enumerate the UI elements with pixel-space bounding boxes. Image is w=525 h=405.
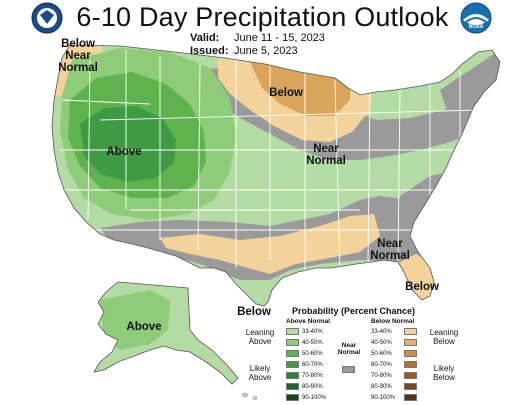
legend-likely-below: Likely Below — [433, 364, 455, 382]
legend-below-bin-label: 80-90% — [371, 383, 392, 390]
conus-outlook-regions — [52, 45, 500, 306]
label-below-florida: Below — [405, 281, 439, 293]
legend-near-swatch — [342, 366, 355, 373]
doc-logo-icon — [31, 2, 63, 34]
legend-above-bin-label: 90-100% — [302, 394, 327, 401]
label-above-west: Above — [106, 146, 142, 158]
legend-above-header: Above Normal — [286, 318, 331, 325]
near-normal-north-band — [190, 45, 500, 160]
legend-below-swatch — [404, 372, 417, 379]
issued-label: Issued: — [190, 45, 229, 57]
label-above-alaska: Above — [126, 321, 162, 333]
legend-above-bin-label: 33-40% — [302, 328, 323, 335]
legend-above-swatch — [286, 350, 299, 357]
label-near-normal-southeast: Near Normal — [370, 238, 410, 262]
legend-below-swatch — [404, 328, 417, 335]
valid-dates: June 11 - 15, 2023 — [234, 32, 325, 44]
legend-above-swatch — [286, 339, 299, 346]
legend-likely-above: Likely Above — [248, 364, 272, 382]
legend-below-swatch — [404, 350, 417, 357]
label-below-north: Below — [269, 87, 303, 99]
valid-label: Valid: — [190, 32, 220, 44]
legend-above-bin-label: 80-90% — [302, 383, 323, 390]
legend-above-swatch — [286, 394, 299, 401]
legend-below-swatch — [404, 394, 417, 401]
legend-below-swatch — [404, 383, 417, 390]
label-near-normal-central: Near Normal — [306, 143, 346, 167]
label-below-texas: Below — [237, 306, 271, 318]
label-below-near-normal-nw: Below Near Normal — [58, 38, 98, 74]
legend-below-bin-label: 50-60% — [371, 350, 392, 357]
legend-title: Probability (Percent Chance) — [292, 306, 416, 316]
legend-above-bin-label: 40-50% — [302, 339, 323, 346]
legend-below-bin-label: 60-70% — [371, 361, 392, 368]
date-info: Valid: June 11 - 15, 2023 Issued: June 5, … — [190, 32, 325, 58]
issued-date: June 5, 2023 — [234, 45, 298, 57]
legend-above-bin-label: 60-70% — [302, 361, 323, 368]
legend-below-bin-label: 70-80% — [371, 372, 392, 379]
alaska-above-40-50 — [100, 290, 170, 350]
legend-above-bin-label: 70-80% — [302, 372, 323, 379]
legend-above-swatch — [286, 361, 299, 368]
legend-below-swatch — [404, 339, 417, 346]
above-60-70-zone — [80, 106, 176, 182]
legend-above-bin-label: 50-60% — [302, 350, 323, 357]
legend-below-bin-label: 33-40% — [371, 328, 392, 335]
legend-above-swatch — [286, 328, 299, 335]
legend-below-bin-label: 90-100% — [371, 394, 396, 401]
page-title: 6-10 Day Precipitation Outlook — [76, 2, 449, 32]
noaa-text: NOAA — [468, 24, 484, 30]
legend-below-bin-label: 40-50% — [371, 339, 392, 346]
state-borders — [56, 50, 481, 271]
legend-below-swatch — [404, 361, 417, 368]
legend-above-swatch — [286, 372, 299, 379]
noaa-logo-icon — [460, 2, 492, 34]
legend-leaning-above: Leaning Above — [245, 328, 275, 346]
legend-near-header: Near Normal — [337, 342, 361, 356]
legend-leaning-below: Leaning Below — [429, 328, 459, 346]
legend-above-swatch — [286, 383, 299, 390]
legend-below-header: Below Normal — [371, 318, 415, 325]
islands — [241, 392, 258, 400]
